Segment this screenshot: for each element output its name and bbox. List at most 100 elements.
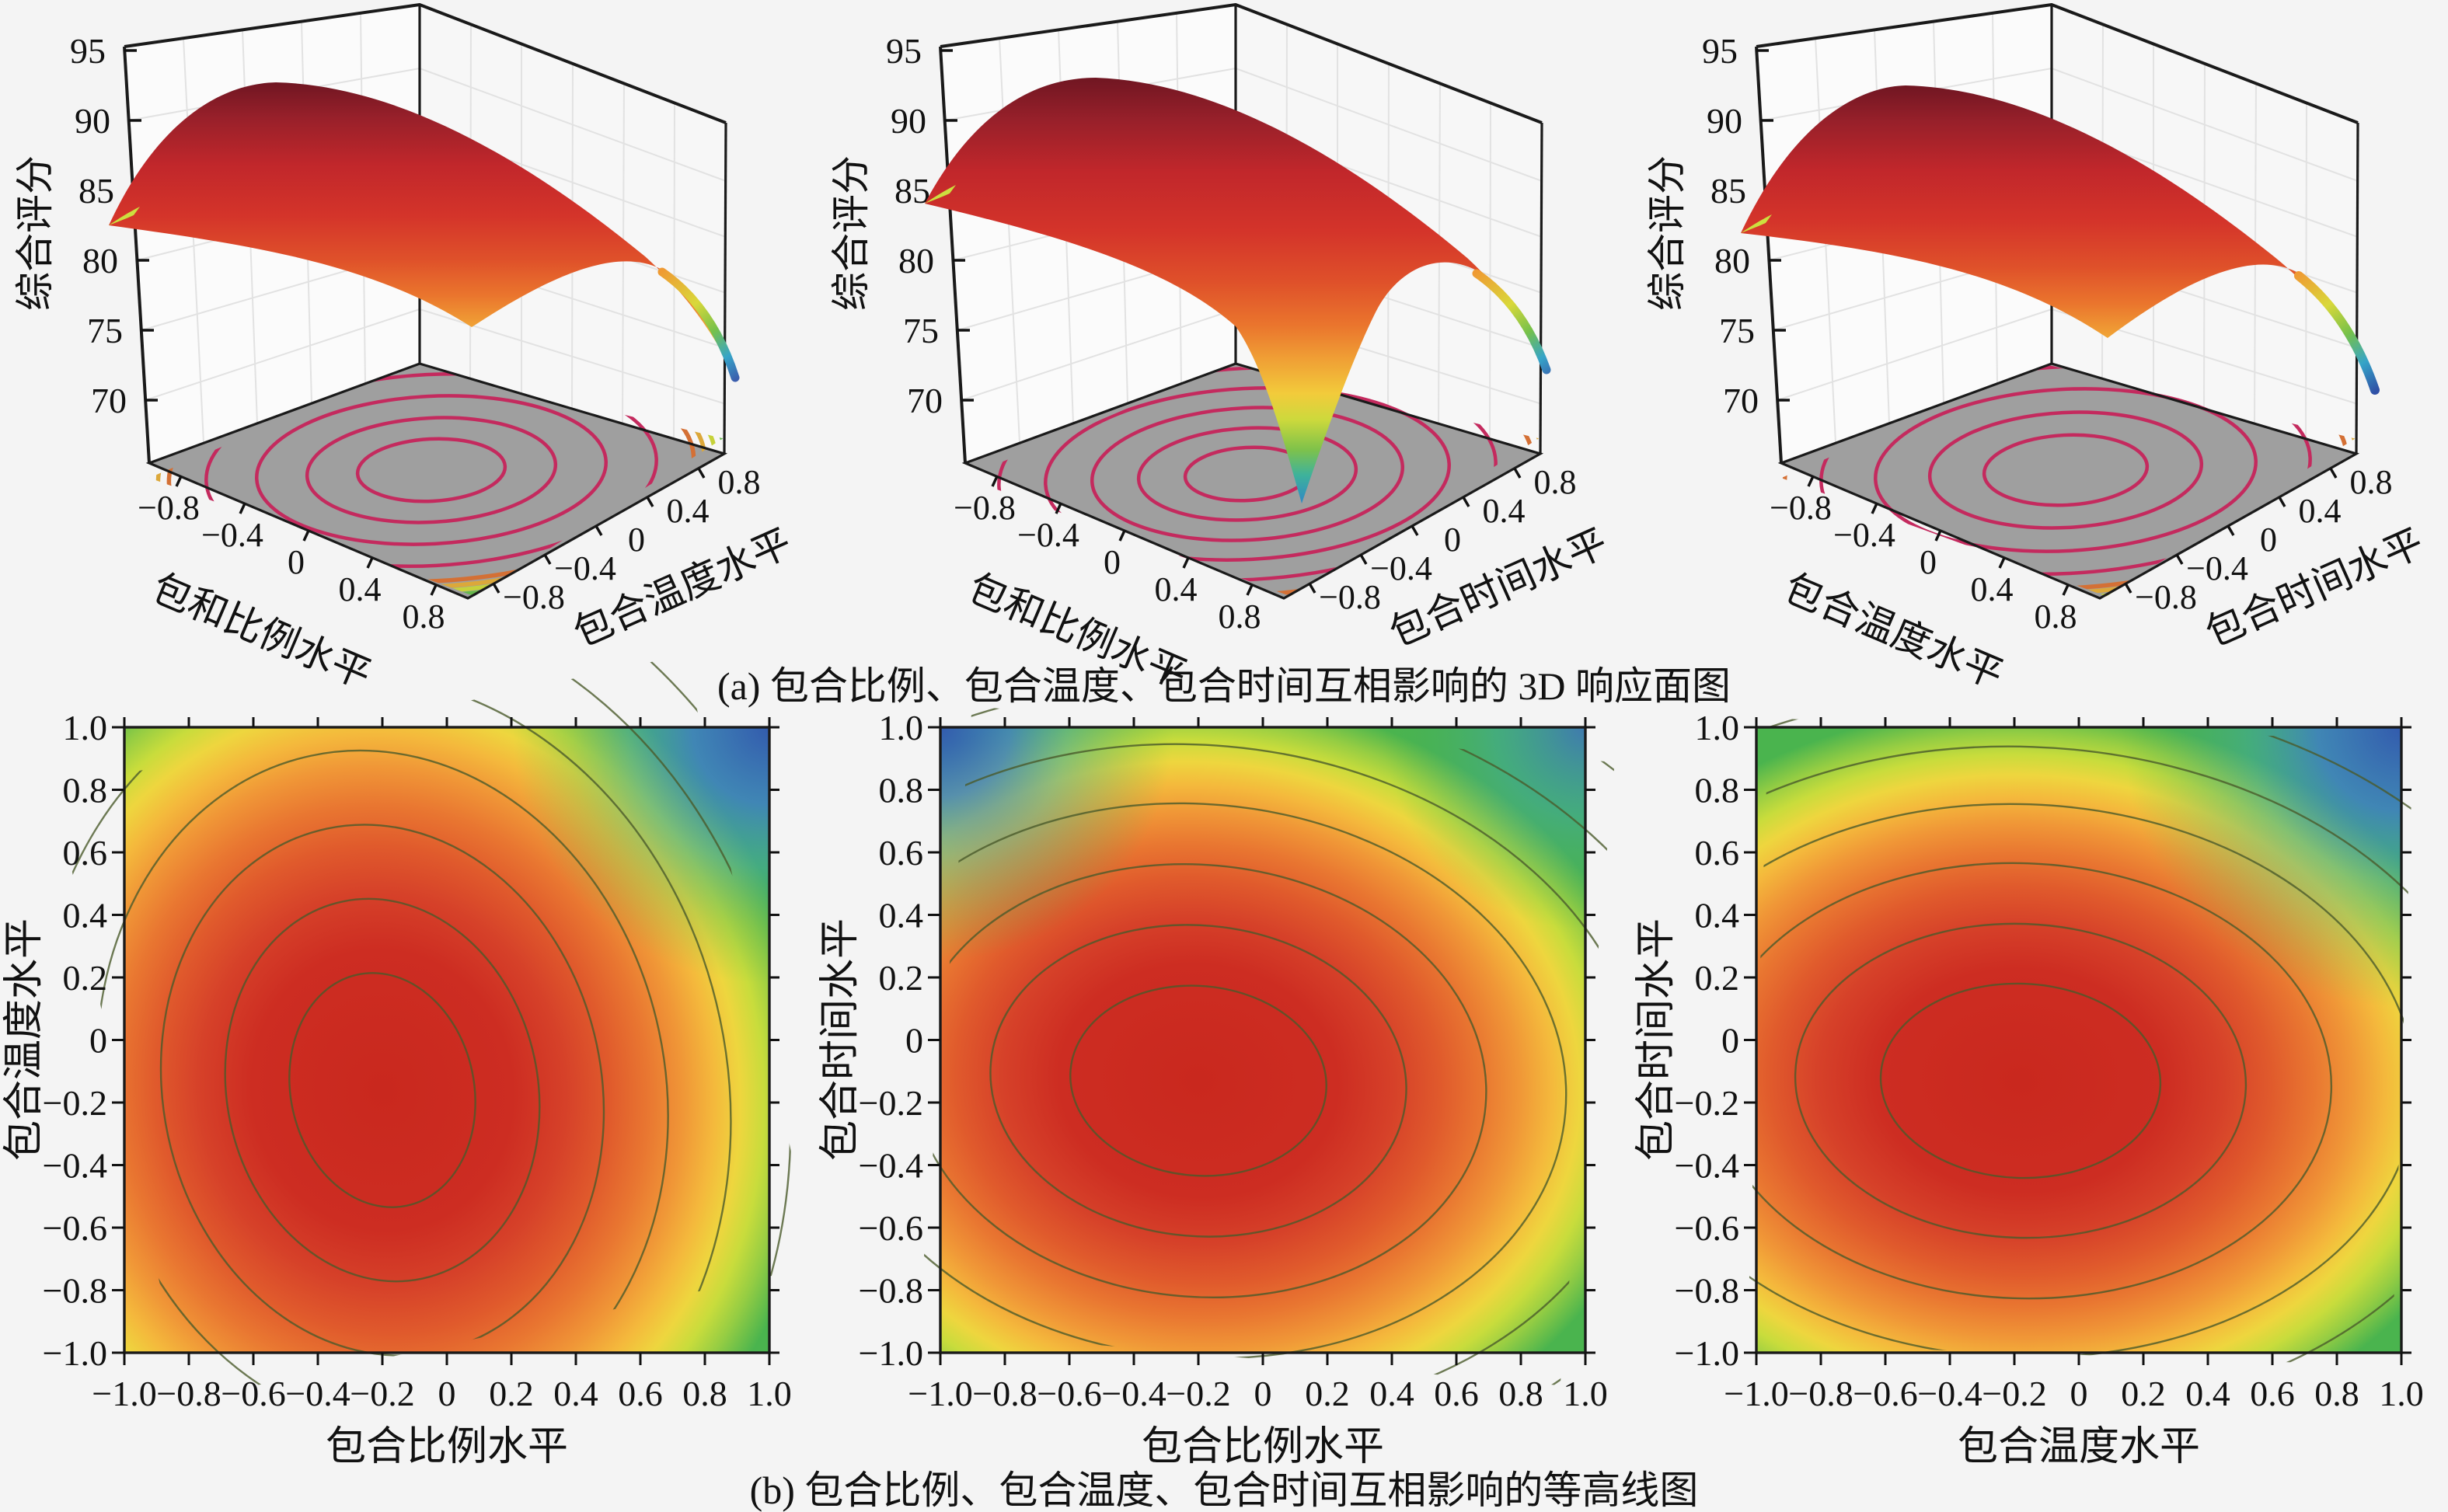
svg-text:70: 70 bbox=[907, 381, 943, 420]
tick-label: 0.8 bbox=[1695, 771, 1740, 810]
svg-text:75: 75 bbox=[87, 311, 123, 350]
z-axis-title: 综合评分 bbox=[13, 155, 57, 311]
svg-text:0.8: 0.8 bbox=[1219, 597, 1261, 636]
tick-label: 1.0 bbox=[63, 708, 108, 747]
svg-text:85: 85 bbox=[894, 171, 930, 211]
x-tick-labels: −0.8 −0.4 0 0.4 0.8 bbox=[1770, 489, 2077, 636]
tick-marks bbox=[112, 717, 779, 1365]
surface-left-tip bbox=[925, 185, 956, 204]
svg-text:−0.8: −0.8 bbox=[1770, 489, 1832, 527]
svg-text:0: 0 bbox=[2260, 521, 2277, 559]
surface-plot-2: 95 90 85 80 75 70 −0.8 −0.4 0 0.4 0.8 −0… bbox=[829, 3, 1614, 697]
y-axis-title: 包合时间水平 bbox=[1383, 521, 1614, 655]
response-surface bbox=[109, 82, 734, 377]
tick-label: −0.6 bbox=[43, 1208, 107, 1248]
svg-text:−0.8: −0.8 bbox=[1319, 578, 1381, 616]
tick-label: −1.0 bbox=[859, 1333, 923, 1373]
svg-text:85: 85 bbox=[78, 171, 114, 211]
surface-tail-colorband bbox=[2294, 271, 2380, 395]
svg-text:0: 0 bbox=[1920, 543, 1937, 581]
svg-text:0.8: 0.8 bbox=[2350, 463, 2393, 501]
svg-text:−0.4: −0.4 bbox=[1833, 516, 1895, 554]
contour-plot-3: −1.0 −0.8 −0.6 −0.4 −0.2 0 0.2 0.4 0.6 0.8 1.0 1.0… bbox=[1634, 708, 2424, 1469]
svg-text:95: 95 bbox=[1702, 31, 1738, 71]
svg-text:95: 95 bbox=[70, 31, 106, 71]
svg-text:−0.8: −0.8 bbox=[954, 489, 1016, 527]
tick-label: −0.6 bbox=[1037, 1374, 1101, 1413]
svg-text:0.8: 0.8 bbox=[1534, 463, 1577, 501]
z-axis-title: 综合评分 bbox=[829, 155, 873, 311]
tick-label: 1.0 bbox=[1695, 708, 1740, 747]
heatmap bbox=[1746, 718, 2414, 1366]
tick-marks bbox=[928, 717, 1595, 1365]
tick-label: −0.2 bbox=[859, 1083, 923, 1123]
tick-label: 0.4 bbox=[63, 896, 108, 935]
x-tick-labels: −1.0 −0.8 −0.6 −0.4 −0.2 0 0.2 0.4 0.6 0.8 1.0 bbox=[1724, 1374, 2423, 1413]
surface-plot-1: 95 90 85 80 75 70 −0.8 −0.4 0 0.4 0.8 −0… bbox=[13, 3, 798, 697]
contour-plot-1: −1.0 −0.8 −0.6 −0.4 −0.2 0 0.2 0.4 0.6 0.8 1.0 1.0… bbox=[2, 654, 816, 1469]
x-tick-labels: −0.8 −0.4 0 0.4 0.8 bbox=[954, 489, 1261, 636]
tick-label: −1.0 bbox=[92, 1374, 156, 1413]
tick-label: 0.2 bbox=[489, 1374, 534, 1413]
y-axis-title: 包合温度水平 bbox=[2, 918, 47, 1161]
tick-label: −0.8 bbox=[156, 1374, 221, 1413]
tick-label: 0.6 bbox=[2250, 1374, 2295, 1413]
svg-text:90: 90 bbox=[891, 101, 926, 141]
tick-label: −0.6 bbox=[221, 1374, 285, 1413]
tick-label: 1.0 bbox=[879, 708, 924, 747]
tick-label: 0.6 bbox=[63, 833, 108, 873]
tick-label: −1.0 bbox=[1675, 1333, 1739, 1373]
tick-label: 0.4 bbox=[1369, 1374, 1414, 1413]
tick-label: 0.4 bbox=[879, 896, 924, 935]
tick-label: −0.2 bbox=[1166, 1374, 1230, 1413]
svg-text:80: 80 bbox=[82, 241, 118, 280]
tick-label: −0.2 bbox=[1675, 1083, 1739, 1123]
y-axis-title: 包合时间水平 bbox=[1634, 918, 1679, 1161]
tick-label: −0.4 bbox=[285, 1374, 350, 1413]
tick-label: 0 bbox=[1254, 1374, 1272, 1413]
tick-label: 0.4 bbox=[1695, 896, 1740, 935]
z-tick-labels: 95 90 85 80 75 70 bbox=[1702, 31, 1759, 420]
svg-text:75: 75 bbox=[1719, 311, 1755, 350]
tick-label: 0.2 bbox=[1695, 958, 1740, 998]
svg-text:80: 80 bbox=[1714, 241, 1750, 280]
tick-label: 0.8 bbox=[1498, 1374, 1543, 1413]
x-axis-title: 包合比例水平 bbox=[1142, 1425, 1384, 1469]
tick-label: 0 bbox=[905, 1021, 923, 1061]
z-tick-labels: 95 90 85 80 75 70 bbox=[70, 31, 127, 420]
tick-label: −0.4 bbox=[1917, 1374, 1982, 1413]
svg-text:75: 75 bbox=[903, 311, 939, 350]
tick-label: −0.8 bbox=[859, 1271, 923, 1311]
z-tick-labels: 95 90 85 80 75 70 bbox=[886, 31, 943, 420]
tick-label: −0.8 bbox=[972, 1374, 1037, 1413]
y-tick-marks bbox=[492, 468, 706, 594]
contour-plot-row: −1.0 −0.8 −0.6 −0.4 −0.2 0 0.2 0.4 0.6 0.8 1.0 1.0… bbox=[0, 654, 2448, 1473]
tick-label: 0.2 bbox=[1305, 1374, 1350, 1413]
svg-text:0.4: 0.4 bbox=[339, 570, 382, 608]
caption-a: (a) 包合比例、包合温度、包合时间互相影响的 3D 响应面图 bbox=[717, 664, 1731, 708]
caption-b: (b) 包合比例、包合温度、包合时间互相影响的等高线图 bbox=[749, 1468, 1699, 1512]
z-axis bbox=[123, 46, 151, 464]
response-surface bbox=[1741, 85, 2374, 388]
svg-text:0.8: 0.8 bbox=[403, 597, 445, 636]
tick-label: 0.8 bbox=[63, 771, 108, 810]
tick-label: 0 bbox=[438, 1374, 456, 1413]
x-tick-labels: −1.0 −0.8 −0.6 −0.4 −0.2 0 0.2 0.4 0.6 0.8 1.0 bbox=[92, 1374, 791, 1413]
tick-label: 0.8 bbox=[2314, 1374, 2359, 1413]
surface-left-tip bbox=[1741, 214, 1772, 233]
tick-label: −0.4 bbox=[43, 1146, 107, 1186]
svg-text:−0.8: −0.8 bbox=[2135, 578, 2197, 616]
tick-label: −0.4 bbox=[1101, 1374, 1166, 1413]
z-axis-title: 综合评分 bbox=[1645, 155, 1689, 311]
y-tick-labels: −0.8 −0.4 0 0.4 0.8 bbox=[2135, 463, 2392, 616]
heatmap bbox=[54, 654, 816, 1401]
svg-text:−0.4: −0.4 bbox=[201, 516, 263, 554]
surface-left-tip bbox=[109, 207, 140, 225]
svg-text:95: 95 bbox=[886, 31, 922, 71]
tick-label: −1.0 bbox=[1724, 1374, 1788, 1413]
tick-label: −0.6 bbox=[1853, 1374, 1917, 1413]
response-surface bbox=[925, 78, 1548, 503]
tick-label: 0.6 bbox=[1695, 833, 1740, 873]
y-tick-labels: 1.0 0.8 0.6 0.4 0.2 0 −0.2 −0.4 −0.6 −0.8 −1.0 bbox=[1675, 708, 1739, 1373]
tick-label: −0.6 bbox=[859, 1208, 923, 1248]
